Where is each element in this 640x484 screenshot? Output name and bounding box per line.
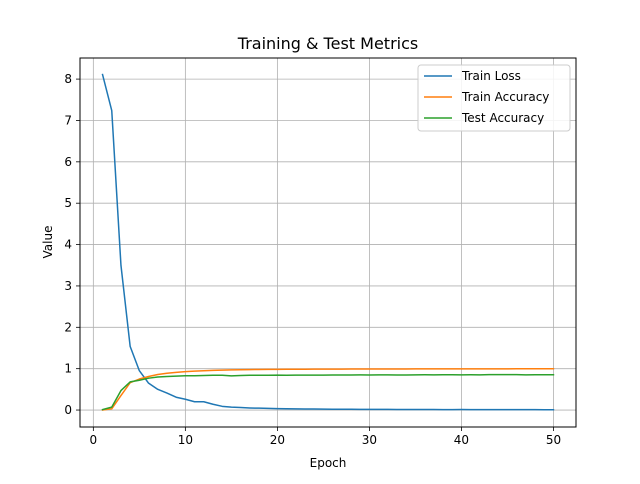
y-tick-label: 7 [64,113,72,127]
legend-box [417,64,571,132]
legend: Train Loss Train Accuracy Test Accuracy [417,64,571,132]
series-lines [101,73,555,411]
chart-title: Training & Test Metrics [237,34,418,53]
y-tick-label: 6 [64,155,72,169]
legend-label-test-accuracy: Test Accuracy [461,111,544,125]
x-tick-label: 40 [454,433,469,447]
y-axis-label: Value [41,226,55,259]
plot-frame [79,57,577,428]
x-tick-label: 30 [362,433,377,447]
series-line-train-loss [101,73,555,411]
y-tick-label: 0 [64,403,72,417]
y-tick-label: 8 [64,72,72,86]
x-tick-label: 50 [546,433,561,447]
y-tick-label: 5 [64,196,72,210]
x-axis-label: Epoch [310,456,347,470]
y-axis-ticks: 0 1 2 3 4 5 6 7 8 [64,72,80,417]
x-tick-label: 0 [90,433,98,447]
x-tick-label: 10 [178,433,193,447]
y-tick-label: 4 [64,238,72,252]
legend-label-train-accuracy: Train Accuracy [461,90,549,104]
x-tick-label: 20 [270,433,285,447]
series-line-test-accuracy [101,373,555,411]
y-tick-label: 2 [64,320,72,334]
x-axis-ticks: 0 10 20 30 40 50 [90,427,561,447]
y-tick-label: 1 [64,362,72,376]
grid-lines [80,58,576,427]
legend-label-train-loss: Train Loss [461,69,521,83]
y-tick-label: 3 [64,279,72,293]
series-line-train-accuracy [101,368,555,411]
